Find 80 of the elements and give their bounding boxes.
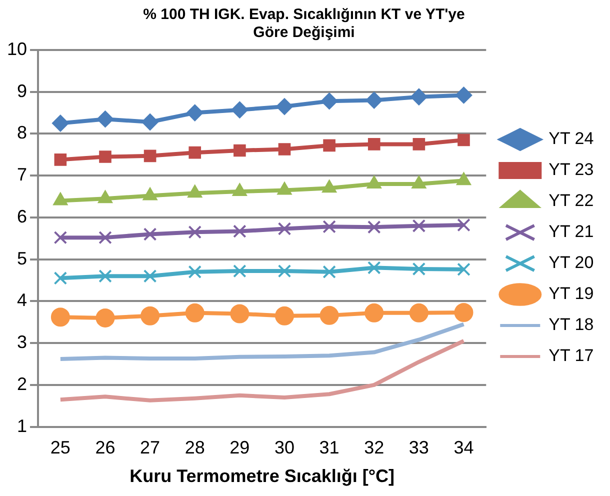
point (98, 269, 112, 283)
point (367, 220, 381, 234)
x-tick-label: 34 (454, 438, 474, 458)
y-tick-label: 4 (17, 290, 28, 310)
point (367, 261, 381, 274)
y-tick-label: 5 (17, 248, 28, 268)
point (52, 114, 69, 132)
point (274, 306, 294, 326)
point (54, 230, 68, 244)
x-tick-label: 26 (95, 438, 116, 458)
point (233, 224, 246, 238)
point (454, 303, 474, 322)
point (412, 219, 426, 232)
point (143, 228, 157, 241)
point (320, 306, 339, 325)
y-tick-label: 1 (17, 416, 28, 436)
x-tick-label: 31 (319, 438, 340, 458)
point (98, 230, 112, 244)
point (278, 143, 291, 156)
point (234, 144, 246, 157)
legend-label: YT 19 (548, 284, 594, 304)
y-tick-label: 6 (17, 206, 28, 226)
point (50, 308, 70, 327)
point (412, 262, 426, 276)
point (96, 308, 115, 328)
legend-label: YT 24 (548, 129, 594, 148)
point (188, 146, 202, 159)
point (320, 92, 338, 110)
point (188, 265, 202, 279)
point (99, 150, 112, 163)
legend-label: YT 23 (548, 160, 594, 180)
x-axis-title: Kuru Termometre Sıcaklığı [°C] (130, 466, 395, 486)
legend-label: YT 20 (548, 253, 594, 272)
point (230, 304, 250, 324)
point (322, 265, 336, 279)
point (458, 134, 470, 146)
y-tick-label: 8 (17, 122, 28, 143)
point (368, 138, 380, 150)
point (233, 264, 246, 278)
legend-label: YT 18 (548, 315, 594, 334)
y-tick-label: 7 (17, 164, 28, 185)
y-tick-label: 10 (6, 38, 28, 59)
point (323, 139, 336, 152)
point (54, 154, 67, 166)
x-tick-label: 27 (140, 438, 160, 458)
legend-label: YT 22 (548, 191, 594, 210)
point (185, 303, 204, 322)
x-tick-label: 30 (274, 438, 295, 458)
x-tick-label: 33 (408, 438, 429, 458)
point (412, 138, 426, 150)
point (409, 303, 428, 322)
point (278, 222, 292, 236)
point (410, 88, 428, 106)
point (231, 101, 248, 118)
point (366, 92, 383, 109)
x-tick-label: 28 (184, 438, 205, 458)
y-tick-label: 2 (17, 374, 28, 394)
point (186, 104, 204, 122)
x-tick-label: 25 (50, 438, 70, 458)
point (278, 264, 292, 278)
point (188, 225, 202, 239)
point (54, 272, 68, 285)
point (455, 86, 472, 104)
point (457, 218, 470, 232)
point (142, 114, 159, 131)
y-tick-label: 9 (17, 80, 28, 101)
legend-label: YT 21 (548, 222, 594, 242)
point (457, 262, 470, 276)
x-tick-label: 32 (364, 438, 384, 458)
point (140, 306, 160, 326)
point (322, 220, 336, 234)
x-tick-label: 29 (230, 438, 250, 458)
legend-label: YT 17 (548, 346, 594, 366)
point (96, 110, 114, 128)
chart-title: % 100 TH IGK. Evap. Sıcaklığının KT ve YT'ye Göre Değişimi (143, 6, 465, 42)
point (143, 269, 157, 283)
point (364, 303, 384, 322)
point (276, 98, 293, 116)
point (144, 150, 156, 162)
y-tick-label: 3 (17, 332, 28, 352)
